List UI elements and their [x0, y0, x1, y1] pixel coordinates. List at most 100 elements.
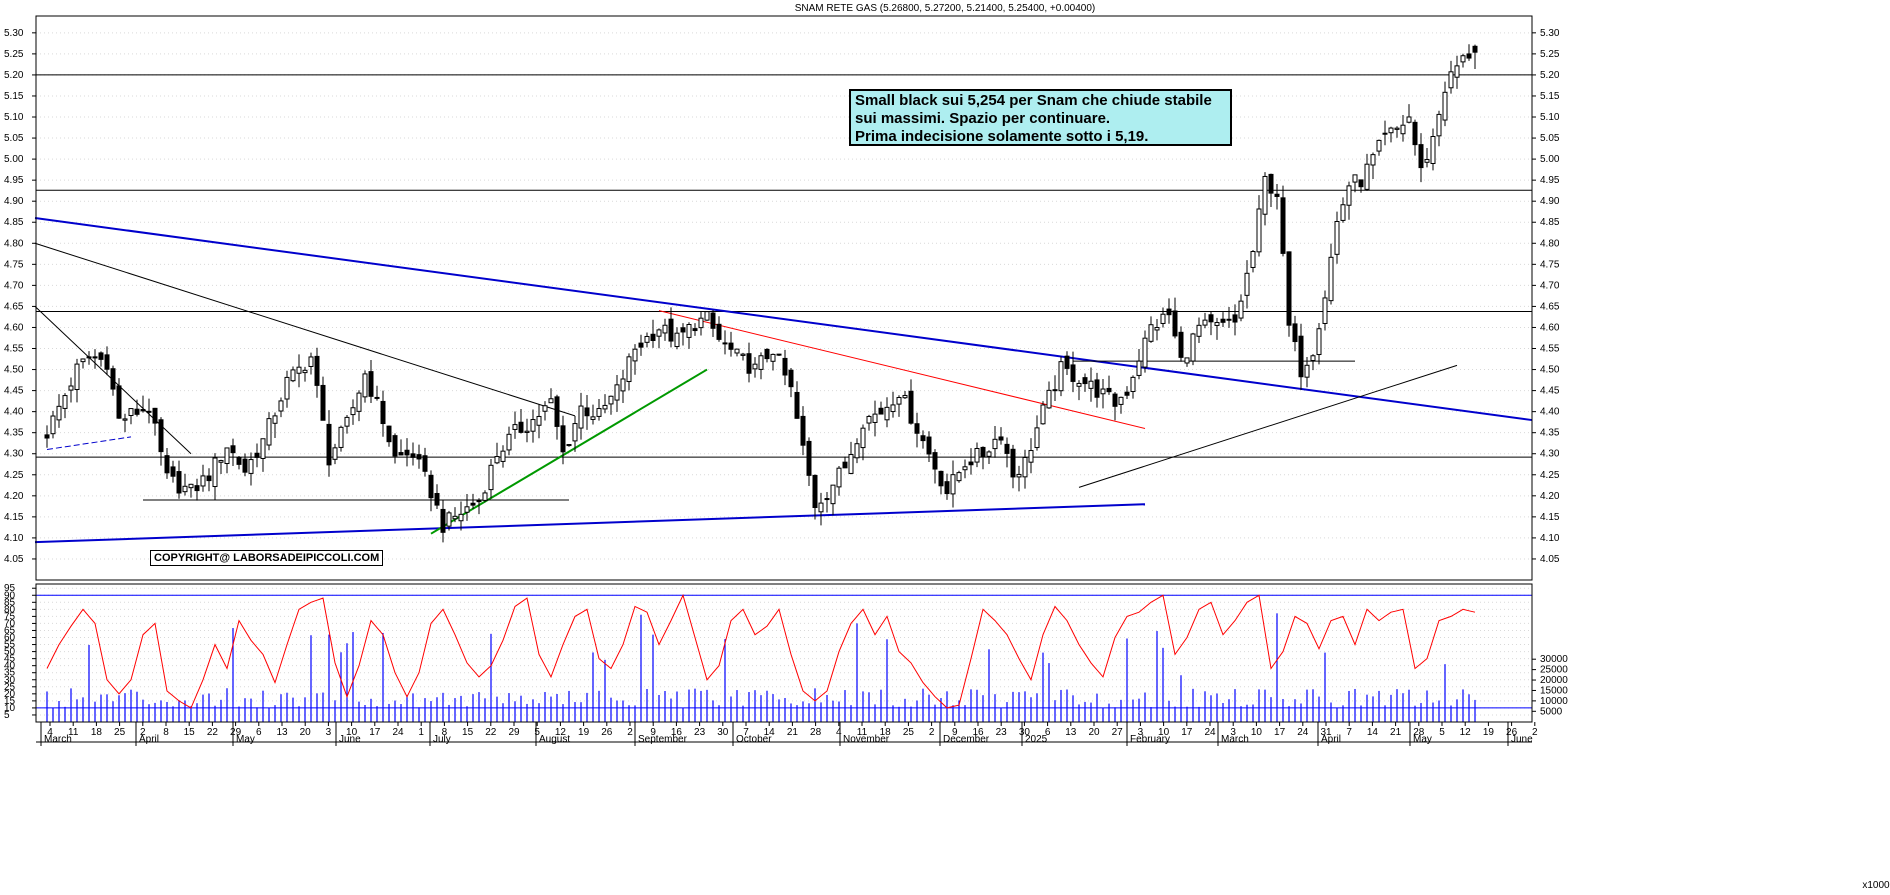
day-tick-label: 6	[1045, 727, 1051, 738]
candle-down	[1166, 308, 1172, 316]
day-tick-label: 13	[276, 727, 288, 738]
candle-up	[224, 447, 230, 465]
candle-up	[1160, 313, 1166, 324]
candle-up	[248, 459, 254, 474]
price-tick-label: 4.35	[1540, 428, 1560, 439]
price-tick-label: 5.30	[4, 28, 24, 39]
candle-up	[818, 502, 824, 513]
price-grid	[36, 32, 1532, 560]
candle-down	[158, 419, 164, 453]
price-tick-label: 4.20	[4, 491, 24, 502]
candle-up	[68, 385, 74, 391]
candle-down	[428, 474, 434, 499]
month-label: 2025	[1025, 734, 1048, 745]
month-label: May	[236, 734, 255, 745]
candle-down	[968, 461, 974, 466]
price-tick-label: 5.15	[1540, 91, 1560, 102]
candle-down	[386, 425, 392, 443]
price-tick-label: 4.85	[1540, 217, 1560, 228]
day-tick-label: 18	[91, 727, 103, 738]
candle-down	[932, 452, 938, 470]
candle-down	[806, 440, 812, 476]
candle-down	[1274, 193, 1280, 197]
candle-up	[1034, 427, 1040, 449]
candle-up	[1202, 319, 1208, 326]
day-tick-label: 12	[555, 727, 567, 738]
candle-up	[1016, 473, 1022, 478]
candle-down	[314, 355, 320, 386]
oscillator-line	[46, 593, 1476, 709]
candle-down	[878, 407, 884, 415]
candle-down	[368, 371, 374, 397]
price-tick-label: 4.50	[1540, 365, 1560, 376]
oscillator-tick-label: 90	[4, 590, 16, 601]
candle-down	[746, 353, 752, 374]
day-tick-label: 19	[578, 727, 590, 738]
day-tick-label: 1	[418, 727, 424, 738]
price-tick-label: 4.55	[1540, 344, 1560, 355]
candle-up	[458, 513, 464, 522]
candle-up	[356, 392, 362, 412]
candle-up	[758, 355, 764, 370]
oscillator-tick-label: 40	[4, 661, 16, 672]
candle-up	[860, 427, 866, 449]
candle-up	[950, 474, 956, 495]
candle-up	[296, 366, 302, 374]
candle-up	[512, 424, 518, 430]
candle-down	[410, 453, 416, 458]
candle-up	[1244, 272, 1250, 296]
day-tick-label: 14	[1367, 727, 1379, 738]
day-tick-label: 13	[1065, 727, 1077, 738]
month-label: September	[638, 734, 688, 745]
uptrend-line	[430, 368, 708, 535]
candle-down	[1124, 391, 1130, 396]
candle-up	[698, 317, 704, 329]
candle-up	[1460, 55, 1466, 63]
price-tick-label: 5.30	[1540, 28, 1560, 39]
candle-down	[206, 475, 212, 482]
day-tick-label: 20	[300, 727, 312, 738]
candle-down	[1472, 45, 1478, 53]
oscillator-tick-label: 30	[4, 675, 16, 686]
candle-up	[1100, 388, 1106, 395]
candle-up	[590, 416, 596, 420]
day-tick-label: 30	[1019, 727, 1031, 738]
price-tick-label: 4.70	[1540, 280, 1560, 291]
day-tick-label: 28	[1413, 727, 1425, 738]
candle-down	[404, 449, 410, 456]
candle-down	[320, 384, 326, 421]
oscillator-tick-label: 85	[4, 597, 16, 608]
day-tick-label: 24	[1204, 727, 1216, 738]
day-tick-label: 10	[1158, 727, 1170, 738]
candle-up	[740, 353, 746, 356]
candle-up	[1406, 116, 1412, 123]
volume-unit-label: x1000	[1862, 880, 1890, 891]
candle-up	[1262, 175, 1268, 215]
candle-up	[1376, 139, 1382, 152]
candle-down	[134, 408, 140, 415]
price-tick-label: 4.95	[1540, 175, 1560, 186]
day-tick-label: 20	[1088, 727, 1100, 738]
day-tick-label: 21	[1390, 727, 1402, 738]
candle-up	[548, 398, 554, 404]
candle-up	[338, 426, 344, 448]
price-tick-label: 4.05	[4, 554, 24, 565]
volume-tick-label: 20000	[1540, 675, 1568, 686]
candle-up	[1334, 221, 1340, 255]
support-trendline	[34, 503, 1146, 544]
price-panel-frame	[35, 15, 1533, 581]
candle-down	[812, 474, 818, 509]
price-tick-label: 4.75	[4, 259, 24, 270]
candle-down	[1466, 53, 1472, 59]
downtrend-line	[658, 310, 1146, 429]
price-tick-label: 5.10	[1540, 112, 1560, 123]
time-axis: 4 11 18 25 2 8 15 22 29 6 13 20 3 10 17 24 1 8 15 22 29 5 12 19…	[40, 722, 1538, 746]
candle-down	[392, 435, 398, 457]
day-tick-label: 17	[1274, 727, 1286, 738]
analysis-note: Small black sui 5,254 per Snam che chiud…	[849, 89, 1232, 146]
candle-up	[1328, 256, 1334, 302]
oscillator-tick-label: 10	[4, 703, 16, 714]
day-tick-label: 24	[392, 727, 404, 738]
candle-up	[836, 467, 842, 488]
